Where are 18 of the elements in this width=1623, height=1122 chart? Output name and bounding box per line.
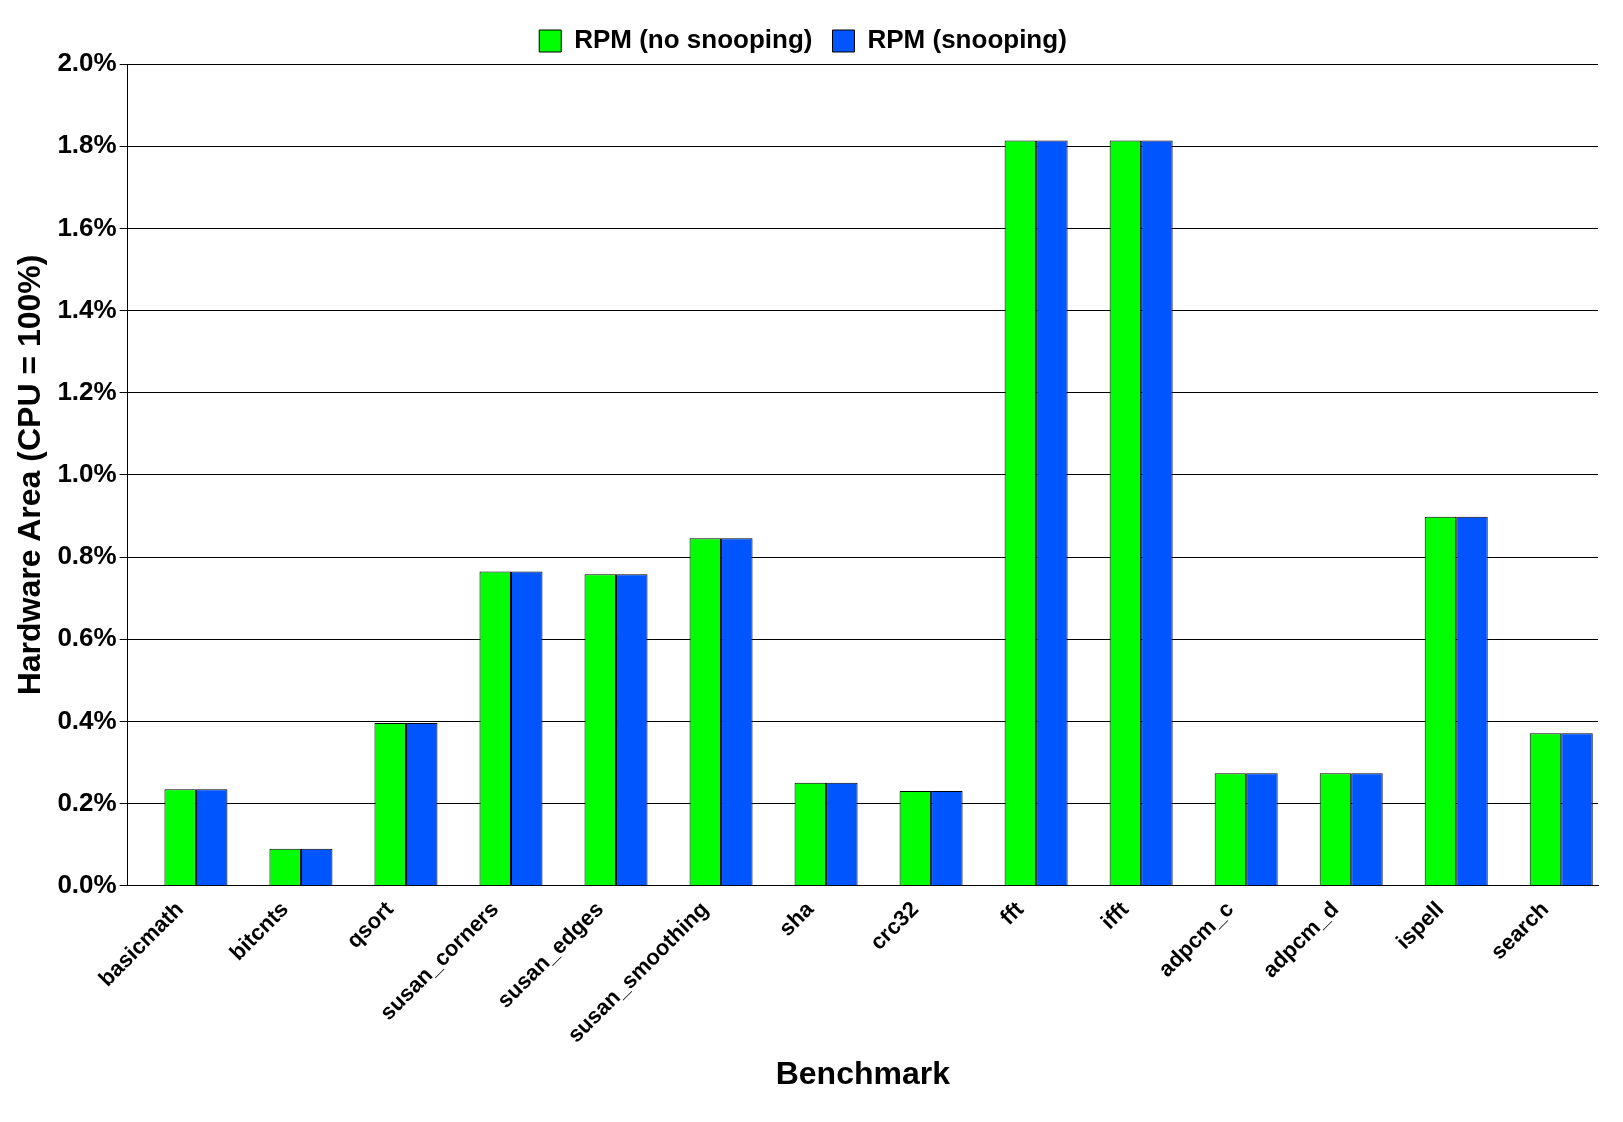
y-tick-label: 1.6% — [57, 211, 117, 242]
y-axis-title: Hardware Area (CPU = 100%) — [11, 254, 48, 696]
legend-label: RPM (no snooping) — [574, 24, 813, 55]
y-tick-label: 2.0% — [57, 47, 117, 78]
x-axis-title: Benchmark — [775, 1054, 951, 1091]
x-tick-label: ifft — [1095, 895, 1134, 934]
legend-label: RPM (snooping) — [867, 24, 1067, 55]
y-tick-label: 0.8% — [57, 540, 117, 571]
x-tick-label: fft — [994, 895, 1029, 930]
y-tick-label: 0.0% — [57, 868, 117, 899]
y-tick-label: 1.4% — [57, 293, 117, 324]
y-tick-label: 0.4% — [57, 704, 117, 735]
y-tick-label: 0.2% — [57, 786, 117, 817]
y-tick-label: 1.8% — [57, 129, 117, 160]
y-tick-label: 0.6% — [57, 622, 117, 653]
y-tick-label: 1.0% — [57, 458, 117, 489]
x-tick-label: sha — [773, 895, 819, 941]
y-tick-label: 1.2% — [57, 375, 117, 406]
